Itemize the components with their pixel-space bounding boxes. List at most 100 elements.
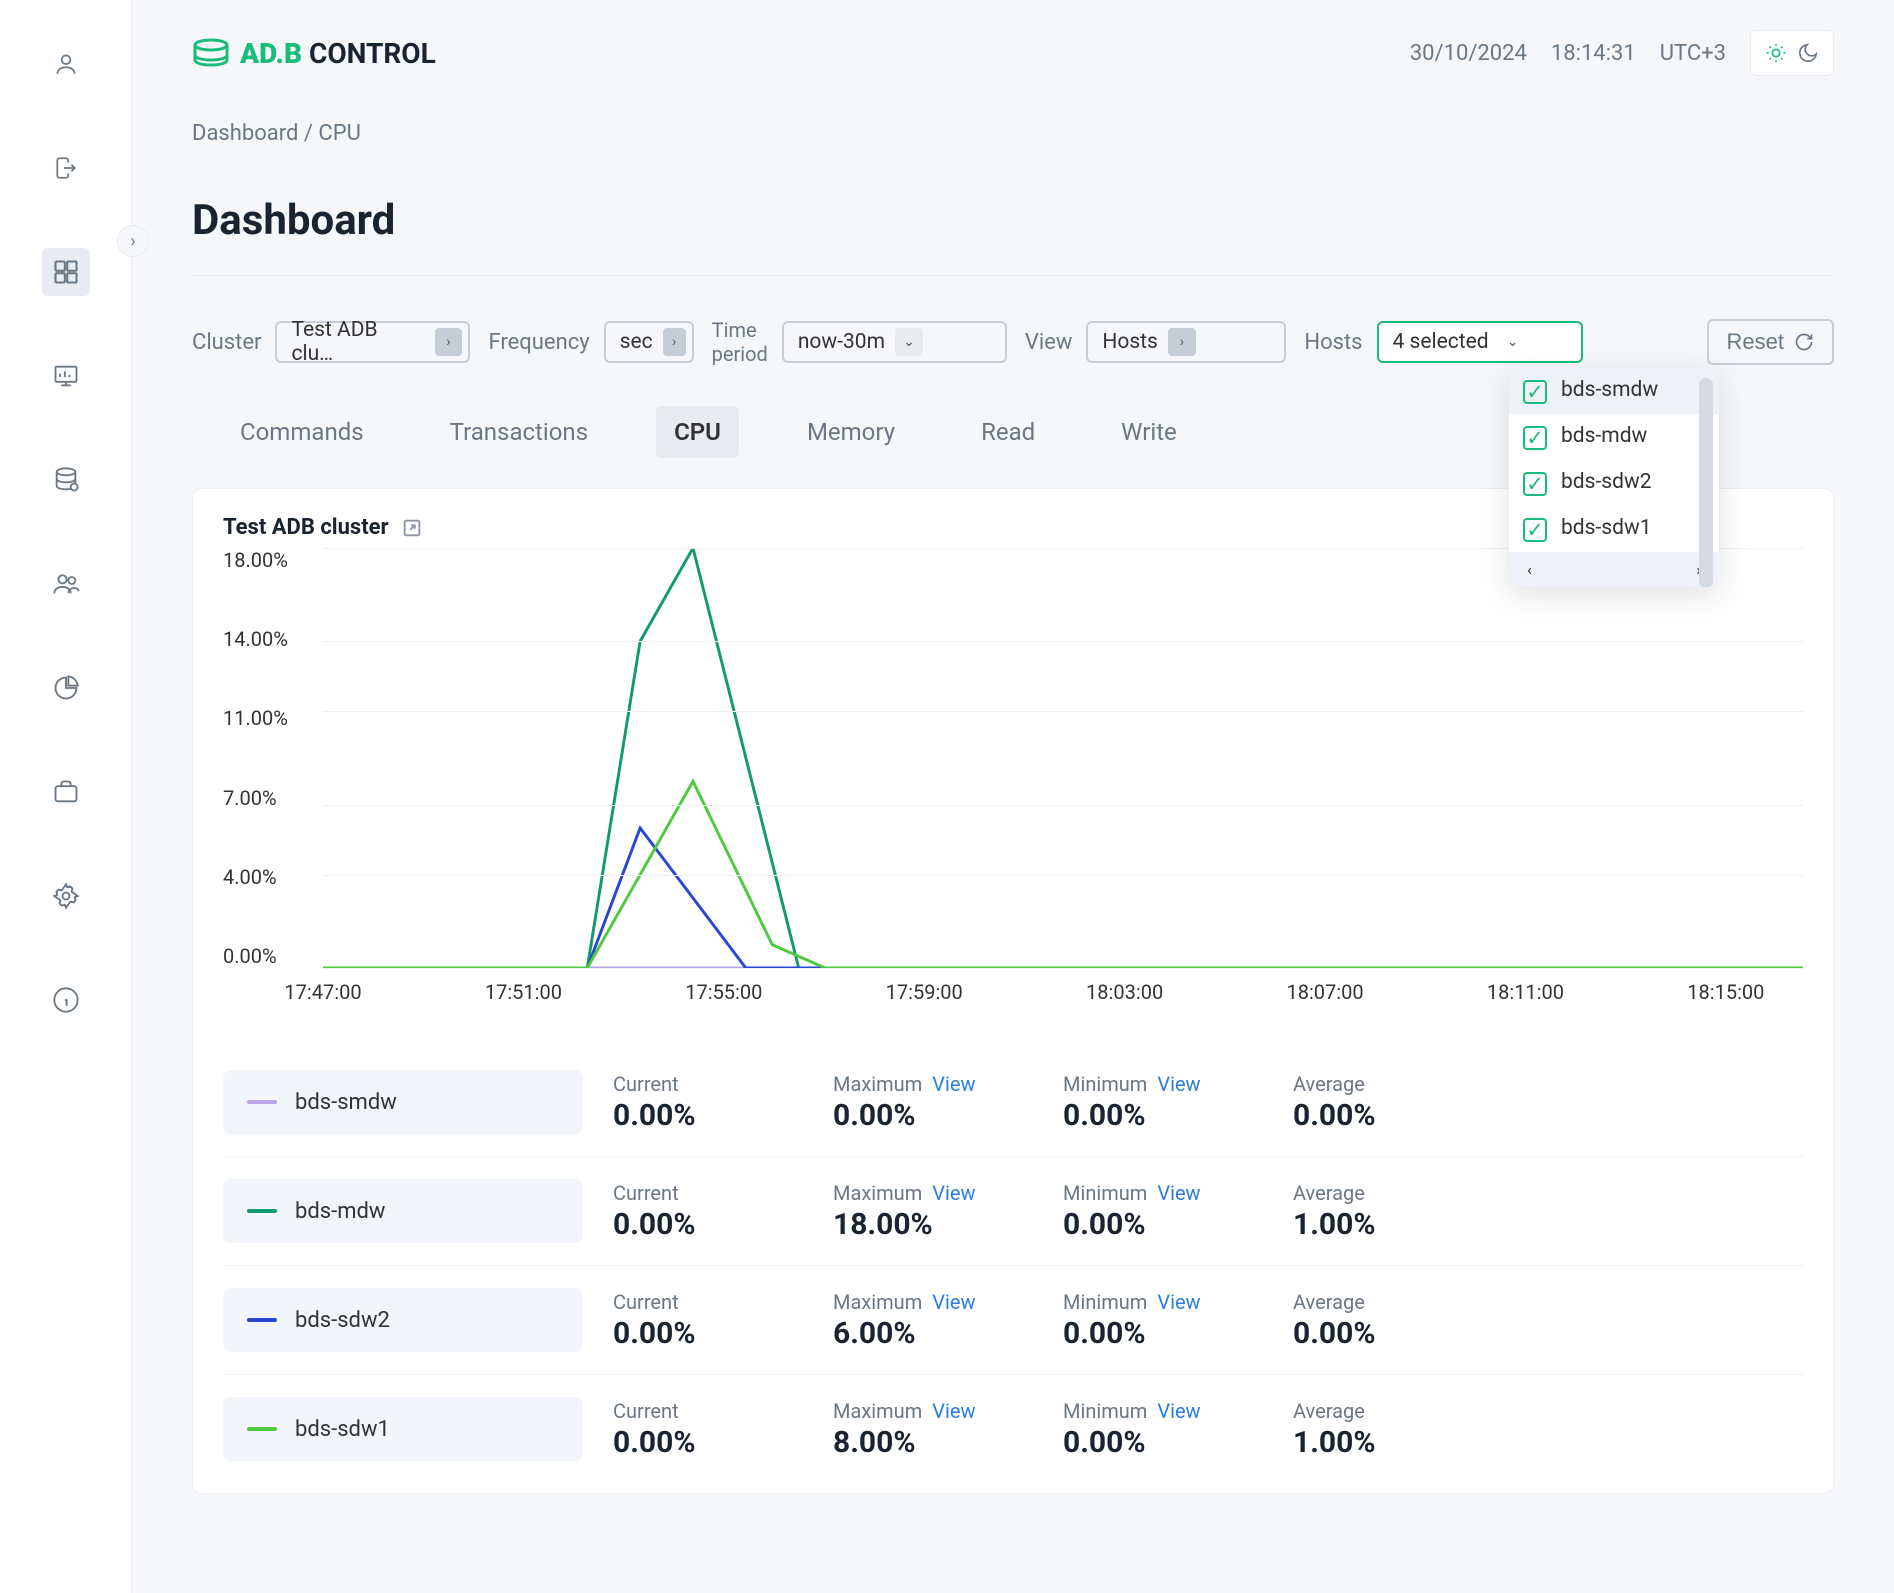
dropdown-item[interactable]: ✓bds-mdw — [1509, 414, 1719, 460]
view-link[interactable]: View — [1157, 1290, 1200, 1314]
breadcrumb-sep: / — [298, 121, 318, 146]
tab-write[interactable]: Write — [1103, 406, 1195, 458]
stat-min: Minimum View 0.00% — [1063, 1290, 1263, 1351]
series-swatch — [247, 1427, 277, 1431]
y-tick-label: 0.00% — [223, 944, 323, 968]
x-tick-label: 17:59:00 — [886, 980, 963, 1004]
filter-cluster-select[interactable]: Test ADB clu… › — [275, 321, 470, 363]
sidebar-item-settings[interactable] — [42, 872, 90, 920]
sidebar-item-users[interactable] — [42, 560, 90, 608]
gridline — [323, 968, 1803, 969]
series-pill: bds-mdw — [223, 1179, 583, 1243]
filter-timeperiod-select[interactable]: now-30m ⌄ — [782, 321, 1007, 363]
filter-view-label: View — [1025, 330, 1073, 355]
series-pill: bds-smdw — [223, 1070, 583, 1134]
sidebar-item-info[interactable] — [42, 976, 90, 1024]
hosts-dropdown: ✓bds-smdw✓bds-mdw✓bds-sdw2✓bds-sdw1 ‹ › — [1509, 368, 1719, 587]
chevron-down-icon: ⌄ — [1499, 328, 1527, 356]
stat-min: Minimum View 0.00% — [1063, 1181, 1263, 1242]
stat-avg: Average 0.00% — [1293, 1290, 1483, 1351]
tab-commands[interactable]: Commands — [222, 406, 382, 458]
sidebar-item-database[interactable] — [42, 456, 90, 504]
sidebar-item-piechart[interactable] — [42, 664, 90, 712]
chevron-right-icon: › — [435, 328, 463, 356]
chart-area: 18.00%14.00%11.00%7.00%4.00%0.00% 17:47:… — [223, 548, 1803, 1028]
header-tz: UTC+3 — [1660, 41, 1726, 66]
filter-frequency-select[interactable]: sec › — [604, 321, 694, 363]
scrollbar[interactable] — [1699, 378, 1713, 587]
pie-icon — [52, 674, 80, 702]
sidebar-collapse-toggle[interactable]: › — [117, 225, 149, 257]
x-tick-label: 17:47:00 — [284, 980, 361, 1004]
filter-frequency-value: sec — [620, 330, 653, 354]
view-link[interactable]: View — [932, 1399, 975, 1423]
filter-frequency-label: Frequency — [488, 330, 589, 355]
chevron-right-icon: › — [663, 328, 686, 356]
main-content: AD.B CONTROL 30/10/2024 18:14:31 UTC+3 D… — [132, 0, 1894, 1593]
view-link[interactable]: View — [1157, 1399, 1200, 1423]
stats-table: bds-smdw Current 0.00% Maximum View 0.00… — [223, 1048, 1803, 1483]
dropdown-item[interactable]: ✓bds-sdw1 — [1509, 506, 1719, 552]
reset-button[interactable]: Reset — [1707, 319, 1834, 365]
filter-hosts-value: 4 selected — [1393, 330, 1489, 354]
filter-row: Cluster Test ADB clu… › Frequency sec › … — [192, 318, 1834, 366]
stat-max: Maximum View 18.00% — [833, 1181, 1033, 1242]
sidebar-item-dashboard[interactable] — [42, 248, 90, 296]
chevron-right-icon: › — [1168, 328, 1196, 356]
view-link[interactable]: View — [932, 1181, 975, 1205]
dropdown-prev[interactable]: ‹ — [1527, 560, 1532, 579]
view-link[interactable]: View — [932, 1290, 975, 1314]
sidebar-item-user[interactable] — [42, 40, 90, 88]
user-icon — [53, 51, 79, 77]
checkbox-checked-icon: ✓ — [1523, 472, 1547, 496]
filter-view-select[interactable]: Hosts › — [1086, 321, 1286, 363]
filter-hosts-select[interactable]: 4 selected ⌄ — [1377, 321, 1583, 363]
plot — [323, 548, 1803, 968]
series-name: bds-smdw — [295, 1090, 397, 1115]
tab-cpu[interactable]: CPU — [656, 406, 739, 458]
sidebar-item-monitor[interactable] — [42, 352, 90, 400]
filter-cluster-value: Test ADB clu… — [291, 318, 424, 366]
breadcrumb-root[interactable]: Dashboard — [192, 121, 298, 146]
sidebar: › — [0, 0, 132, 1593]
series-line — [323, 548, 1803, 968]
view-link[interactable]: View — [932, 1072, 975, 1096]
stats-row: bds-smdw Current 0.00% Maximum View 0.00… — [223, 1048, 1803, 1157]
header: AD.B CONTROL 30/10/2024 18:14:31 UTC+3 — [192, 30, 1834, 76]
series-swatch — [247, 1318, 277, 1322]
x-tick-label: 18:11:00 — [1487, 980, 1564, 1004]
series-swatch — [247, 1209, 277, 1213]
sun-icon — [1765, 42, 1787, 64]
expand-icon[interactable] — [401, 517, 423, 539]
y-tick-label: 18.00% — [223, 548, 323, 572]
gridline — [323, 641, 1803, 642]
sidebar-item-logout[interactable] — [42, 144, 90, 192]
chart-card: Test ADB cluster 18.00%14.00%11.00%7.00%… — [192, 488, 1834, 1494]
theme-toggle[interactable] — [1750, 30, 1834, 76]
view-link[interactable]: View — [1157, 1072, 1200, 1096]
x-tick-label: 17:55:00 — [685, 980, 762, 1004]
refresh-icon — [1794, 332, 1814, 352]
view-link[interactable]: View — [1157, 1181, 1200, 1205]
stat-min: Minimum View 0.00% — [1063, 1072, 1263, 1133]
grid-icon — [52, 258, 80, 286]
sidebar-item-jobs[interactable] — [42, 768, 90, 816]
tab-transactions[interactable]: Transactions — [432, 406, 606, 458]
logout-icon — [53, 155, 79, 181]
stat-current: Current 0.00% — [613, 1290, 803, 1351]
moon-icon — [1797, 42, 1819, 64]
tab-memory[interactable]: Memory — [789, 406, 913, 458]
stat-current: Current 0.00% — [613, 1399, 803, 1460]
series-name: bds-sdw2 — [295, 1308, 390, 1333]
stat-max: Maximum View 6.00% — [833, 1290, 1033, 1351]
stat-avg: Average 0.00% — [1293, 1072, 1483, 1133]
dropdown-nav: ‹ › — [1509, 552, 1719, 587]
reset-label: Reset — [1727, 329, 1784, 355]
dropdown-item[interactable]: ✓bds-sdw2 — [1509, 460, 1719, 506]
chart-title: Test ADB cluster — [223, 515, 389, 540]
dropdown-item[interactable]: ✓bds-smdw — [1509, 368, 1719, 414]
breadcrumb-current: CPU — [318, 121, 360, 146]
gridline — [323, 875, 1803, 876]
stats-row: bds-sdw1 Current 0.00% Maximum View 8.00… — [223, 1375, 1803, 1483]
tab-read[interactable]: Read — [963, 406, 1053, 458]
